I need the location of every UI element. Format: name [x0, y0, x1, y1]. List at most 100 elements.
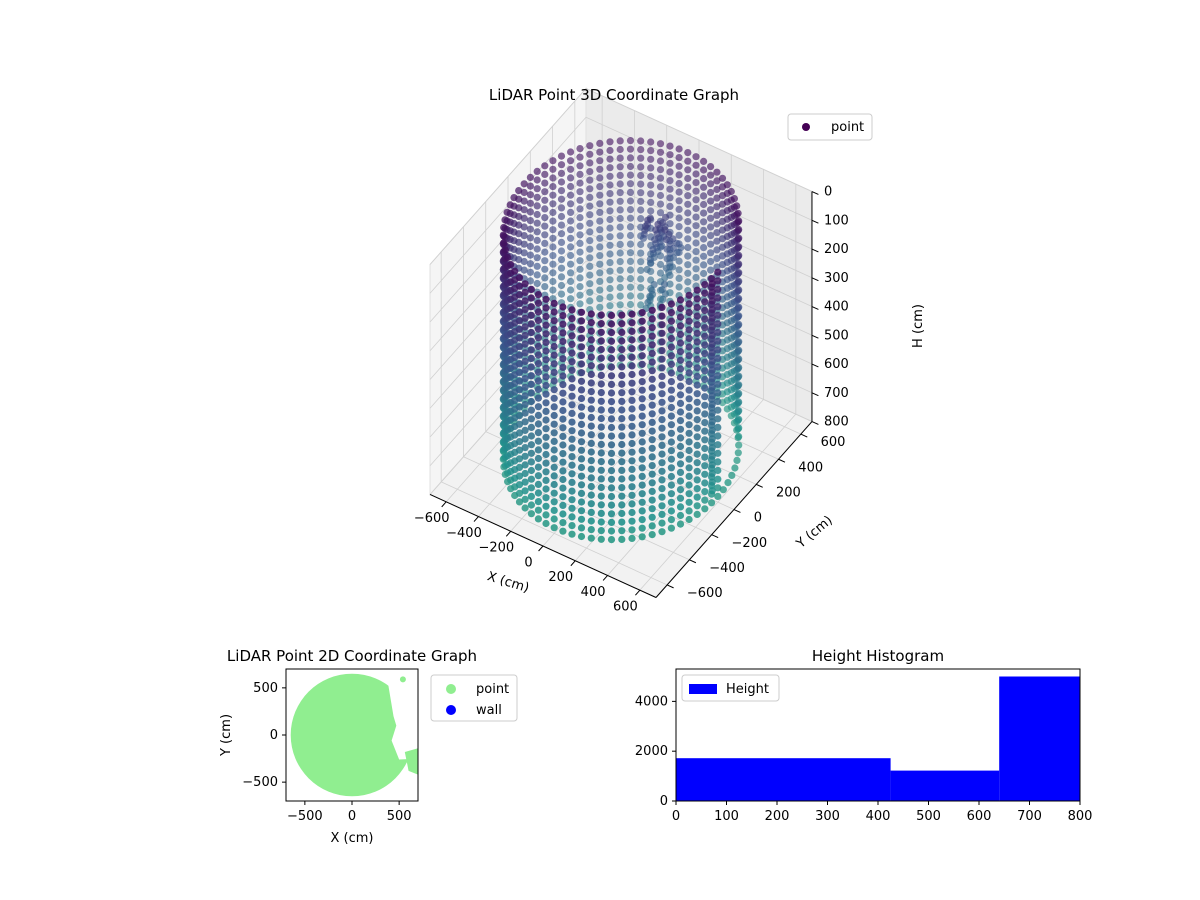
- lidar-point: [607, 346, 616, 354]
- lidar-point: [628, 319, 636, 327]
- lidar-point: [607, 329, 616, 337]
- lidar-point: [658, 467, 666, 475]
- lidar-point: [616, 163, 624, 171]
- lidar-point: [692, 256, 700, 264]
- lidar-point: [675, 274, 683, 282]
- lidar-point: [587, 439, 595, 447]
- z-tick-label-3d: 300: [824, 271, 849, 286]
- lidar-point: [527, 397, 536, 406]
- lidar-point: [576, 248, 584, 256]
- lidar-point: [626, 162, 635, 171]
- lidar-point: [685, 291, 693, 299]
- lidar-point: [526, 208, 535, 216]
- lidar-point: [521, 340, 529, 348]
- lidar-point: [616, 258, 624, 266]
- lidar-point: [567, 217, 575, 225]
- lidar-point: [520, 232, 528, 240]
- lidar-point: [692, 170, 700, 178]
- lidar-point: [637, 197, 645, 205]
- z-tick-label-3d: 500: [824, 328, 849, 343]
- lidar-point: [542, 511, 550, 519]
- lidar-point: [735, 398, 743, 406]
- lidar-point: [542, 312, 550, 321]
- lidar-point: [685, 300, 693, 308]
- lidar-point: [559, 415, 567, 423]
- lidar-point: [714, 475, 722, 483]
- lidar-point: [616, 266, 624, 274]
- lidar-point: [597, 440, 605, 448]
- lidar-point: [708, 349, 716, 357]
- lidar-point: [616, 283, 624, 292]
- lidar-point: [577, 369, 586, 377]
- lidar-point: [567, 157, 575, 165]
- lidar-point: [576, 205, 584, 213]
- lidar-point: [685, 326, 693, 334]
- lidar-point: [700, 192, 708, 200]
- lidar-point: [515, 317, 524, 325]
- lidar-point: [647, 181, 655, 189]
- lidar-point: [550, 480, 558, 489]
- lidar-point: [526, 173, 535, 181]
- lidar-point: [527, 328, 536, 337]
- lidar-point: [597, 492, 605, 500]
- lidar-point: [526, 234, 535, 242]
- lidar-point: [735, 372, 743, 380]
- lidar-point: [606, 138, 614, 146]
- lidar-point: [666, 271, 674, 279]
- lidar-point: [638, 421, 646, 429]
- lidar-point: [616, 301, 624, 309]
- lidar-point: [701, 281, 709, 289]
- lidar-point: [568, 384, 576, 392]
- lidar-point: [685, 377, 693, 386]
- lidar-point: [733, 456, 741, 464]
- lidar-point: [515, 412, 524, 420]
- lidar-point: [693, 286, 701, 294]
- y-tick-3d: [756, 483, 763, 488]
- lidar-point: [735, 415, 743, 423]
- lidar-point: [628, 388, 636, 396]
- y-tick-label-3d: 200: [776, 486, 801, 501]
- lidar-point: [597, 397, 605, 405]
- lidar-point: [587, 457, 595, 465]
- lidar-point: [533, 254, 541, 262]
- lidar-point: [596, 226, 604, 234]
- lidar-point: [576, 162, 584, 170]
- y-tick-3d: [689, 559, 697, 564]
- lidar-point: [515, 472, 524, 480]
- 3d-point-cloud: [499, 137, 743, 544]
- lidar-point: [568, 496, 576, 504]
- lidar-point: [586, 271, 594, 279]
- lidar-point: [658, 450, 666, 458]
- lidar-point: [656, 183, 665, 191]
- lidar-point: [616, 275, 624, 283]
- lidar-point: [577, 463, 586, 472]
- lidar-point: [676, 382, 685, 390]
- lidar-point: [577, 489, 586, 497]
- lidar-point: [596, 200, 604, 208]
- lidar-point: [576, 145, 584, 153]
- lidar-point: [559, 346, 567, 354]
- grid-line: [463, 456, 690, 561]
- x-tick-3d: [505, 530, 512, 537]
- lidar-point: [587, 474, 595, 482]
- lidar-point: [499, 231, 507, 239]
- lidar-point: [534, 454, 543, 463]
- chart-3d: −600−400−2000200400600−600−400−200020040…: [414, 86, 926, 615]
- lidar-point: [597, 414, 605, 423]
- lidar-point: [541, 196, 549, 204]
- lidar-point: [626, 292, 635, 300]
- lidar-point: [587, 353, 595, 361]
- chart-histogram: 0 100 200 300 400 500 600 700 800 0 2000 4000 Heigh…: [635, 647, 1093, 824]
- lidar-point: [506, 201, 514, 209]
- lidar-point: [597, 380, 605, 388]
- lidar-point: [638, 524, 646, 532]
- lidar-point: [638, 395, 646, 403]
- lidar-point: [550, 377, 558, 385]
- z-axis-label-3d: H (cm): [911, 304, 926, 348]
- lidar-point: [628, 310, 636, 318]
- lidar-point: [520, 214, 528, 222]
- lidar-point: [549, 174, 557, 182]
- lidar-point: [708, 280, 716, 288]
- lidar-point: [559, 312, 567, 320]
- lidar-point: [735, 441, 743, 449]
